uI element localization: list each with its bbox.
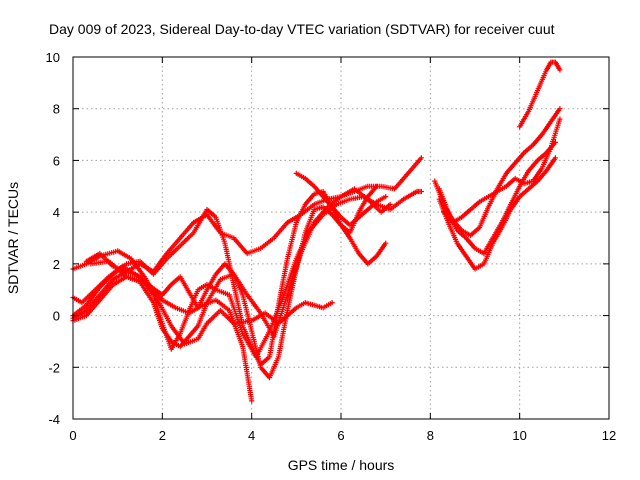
y-tick-label: 2 (53, 257, 60, 272)
series-11 (436, 155, 558, 272)
y-tick-label: 8 (53, 102, 60, 117)
series-12 (441, 116, 563, 226)
series-markers (70, 263, 255, 404)
x-tick-label: 6 (337, 428, 344, 443)
x-tick-label: 2 (159, 428, 166, 443)
x-tick-label: 12 (602, 428, 616, 443)
series-markers (88, 183, 380, 381)
series-markers (293, 170, 389, 228)
chart-title: Day 009 of 2023, Sidereal Day-to-day VTE… (49, 21, 555, 37)
y-tick-label: 10 (46, 50, 60, 65)
axis-ticks: 0 2 4 6 8 10 12 -4 -2 0 2 4 6 8 10 (46, 50, 617, 443)
series-7 (88, 183, 380, 381)
series-markers (436, 139, 558, 257)
y-tick-label: -2 (48, 360, 60, 375)
y-axis-label: SDTVAR / TECUs (5, 182, 21, 294)
series-10 (436, 139, 558, 257)
series-markers (441, 116, 563, 226)
series-markers (436, 155, 558, 272)
series-2 (70, 263, 255, 404)
x-tick-label: 0 (69, 428, 76, 443)
x-axis-label: GPS time / hours (288, 457, 395, 473)
y-tick-label: 4 (53, 205, 60, 220)
x-tick-label: 10 (512, 428, 526, 443)
y-tick-label: 6 (53, 153, 60, 168)
y-tick-label: -4 (48, 412, 60, 427)
series-markers (517, 59, 563, 130)
series-13 (517, 59, 563, 130)
x-tick-label: 4 (248, 428, 255, 443)
y-tick-label: 0 (53, 309, 60, 324)
series-8 (293, 170, 389, 228)
x-tick-label: 8 (427, 428, 434, 443)
series-layer (70, 59, 563, 404)
